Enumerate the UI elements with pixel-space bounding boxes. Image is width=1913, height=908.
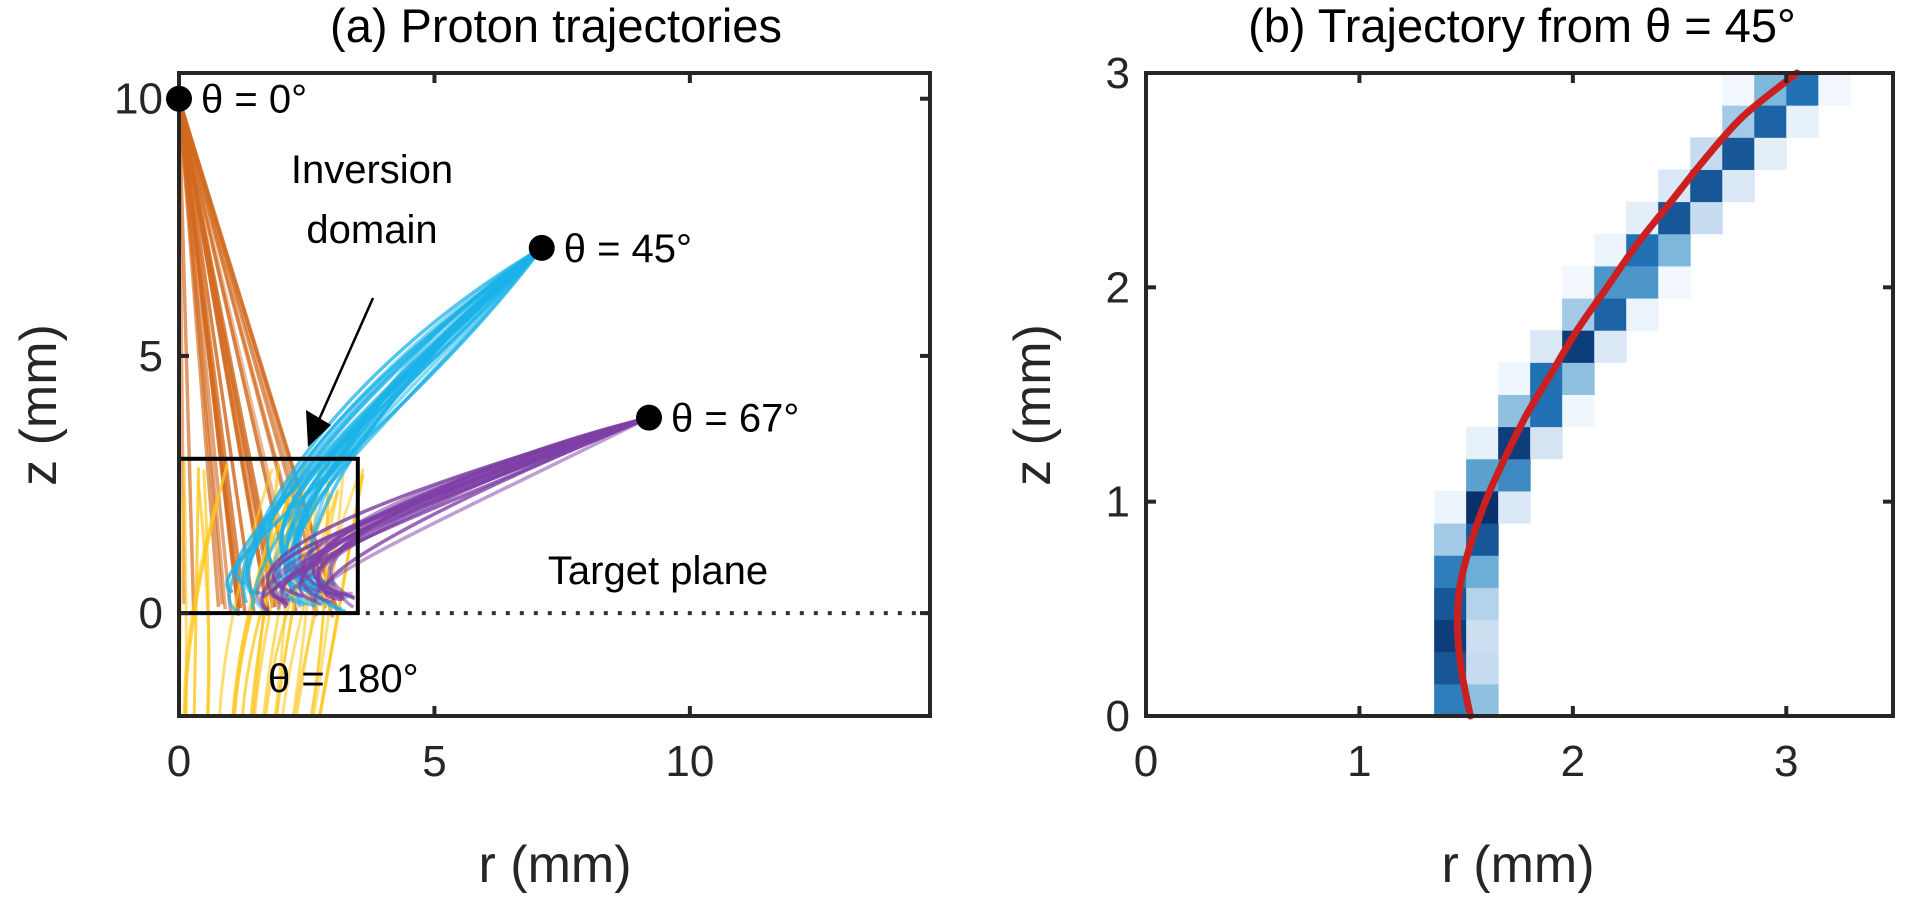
heatmap-cell [1658, 233, 1691, 267]
heatmap-cell [1658, 265, 1691, 299]
source-label: θ = 45° [564, 227, 692, 271]
trajectory-180deg [183, 463, 229, 717]
panel-b-ytick-label: 3 [1106, 49, 1130, 98]
trajectory-0deg [177, 98, 298, 612]
panel-a-xlabel: r (mm) [478, 836, 631, 894]
heatmap-cell [1722, 137, 1755, 170]
panel-a-axes-box [177, 71, 932, 718]
heatmap-cell [1754, 105, 1787, 138]
heatmap-cell [1690, 201, 1723, 235]
trajectory-180deg [202, 469, 211, 717]
heatmap-cell [1498, 362, 1531, 395]
source-marker [636, 404, 663, 431]
heatmap-cell [1530, 426, 1563, 460]
heatmap-cell [1818, 73, 1851, 106]
heatmap-cell [1754, 137, 1787, 170]
heatmap-cell [1434, 683, 1467, 717]
panel-b-ytick-label: 1 [1106, 478, 1130, 527]
heatmap-cell [1466, 555, 1499, 588]
trajectory-curve [1453, 69, 1801, 720]
panel-a-ytick-label: 10 [114, 75, 163, 124]
trajectory-0deg [177, 98, 340, 613]
heatmap-cell [1434, 523, 1467, 556]
trajectory-67deg [298, 415, 650, 604]
trajectory-180deg [295, 491, 339, 717]
panel-a-title: (a) Proton trajectories [330, 0, 782, 52]
heatmap-cell [1466, 619, 1499, 653]
source-label: θ = 0° [201, 78, 307, 122]
panel-b-xtick-label: 1 [1347, 737, 1371, 786]
panel-a-ylabel: z (mm) [10, 324, 68, 486]
panel-a-xtick-label: 5 [422, 737, 446, 786]
trajectory-45deg [241, 246, 543, 604]
panel-a-ytick-label: 5 [139, 332, 163, 381]
source-label: θ = 67° [671, 397, 799, 441]
target-plane-label: Target plane [548, 549, 768, 593]
heatmap-cell [1626, 265, 1659, 299]
trajectory-0deg [177, 98, 227, 610]
heatmap-cell [1562, 362, 1595, 395]
heatmap-cell [1466, 426, 1499, 460]
panel-b-xtick-label: 3 [1774, 737, 1798, 786]
arrow-icon [306, 297, 375, 447]
source-marker [166, 85, 192, 112]
heatmap-cell [1498, 490, 1531, 524]
trajectory-180deg [218, 468, 274, 717]
panel-b-ylabel: z (mm) [1004, 324, 1062, 486]
trajectory-45deg [247, 246, 543, 615]
panel-b-axes: 0 1 2 3 0 1 2 3 [1106, 49, 1895, 786]
trajectory-180deg [292, 479, 359, 717]
panel-b-axes-box [1144, 71, 1895, 718]
panel-a-xtick-label: 10 [665, 737, 714, 786]
heatmap-cell [1722, 169, 1755, 203]
panel-a-axes: 0 5 10 0 5 10 [114, 71, 932, 786]
trajectory-67deg [260, 415, 650, 612]
trajectory-67deg [270, 415, 650, 602]
heatmap-cell [1626, 298, 1659, 331]
inversion-domain-label-line2: domain [306, 208, 437, 252]
heatmap-cell [1594, 330, 1627, 363]
trajectory-45deg [225, 246, 544, 594]
heatmap-cell [1786, 105, 1819, 138]
source-marker [528, 234, 555, 261]
heatmap-cell [1434, 490, 1467, 524]
panel-a: (a) Proton trajectories 0 5 10 0 5 10 Inversi… [10, 0, 932, 894]
panel-b-ytick-label: 2 [1106, 263, 1130, 312]
trajectory-0deg [177, 98, 241, 611]
trajectory-0deg [177, 98, 256, 614]
heatmap-cell [1562, 394, 1595, 428]
heatmap-cell [1466, 587, 1499, 621]
panel-a-ytick-label: 0 [139, 589, 163, 638]
heatmap-cell [1562, 265, 1595, 299]
source-label-180: θ = 180° [268, 657, 419, 701]
heatmap-cell [1722, 73, 1755, 106]
source-markers: θ = 0° θ = 45° θ = 67° [166, 78, 799, 441]
inversion-domain-label-line1: Inversion [291, 148, 453, 192]
panel-b-title: (b) Trajectory from θ = 45° [1248, 0, 1796, 52]
panel-b: (b) Trajectory from θ = 45° 0 1 2 3 0 1 2 3 r (… [1004, 0, 1895, 894]
panel-a-xtick-label: 0 [167, 737, 191, 786]
heatmap-cell [1466, 651, 1499, 685]
heatmap-cells [1434, 73, 1851, 717]
panel-b-xtick-label: 2 [1561, 737, 1585, 786]
panel-b-xtick-label: 0 [1134, 737, 1158, 786]
panel-b-xlabel: r (mm) [1441, 836, 1594, 894]
trajectory-lines [177, 98, 650, 717]
panel-b-ytick-label: 0 [1106, 692, 1130, 741]
trajectory-45deg [240, 246, 543, 586]
